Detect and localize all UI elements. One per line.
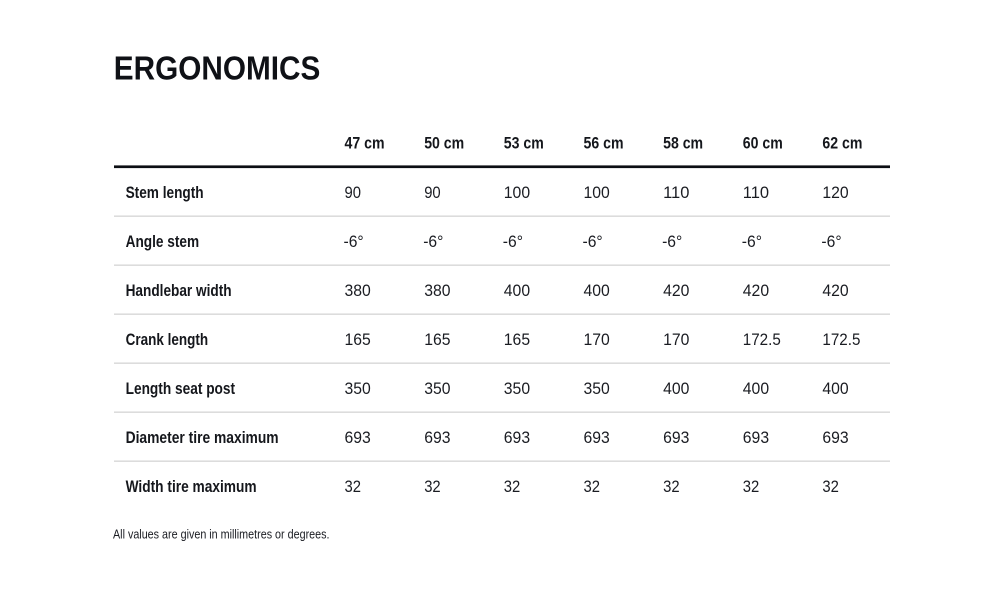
svg-text:170: 170 [584,330,610,349]
svg-text:400: 400 [663,379,689,398]
svg-text:Angle stem: Angle stem [126,232,200,251]
svg-text:350: 350 [584,379,610,398]
svg-text:420: 420 [743,281,769,300]
svg-text:47 cm: 47 cm [345,133,385,152]
svg-text:32: 32 [663,477,680,496]
svg-text:32: 32 [743,477,760,496]
svg-text:693: 693 [584,428,610,447]
svg-text:380: 380 [345,281,371,300]
svg-text:-6°: -6° [583,232,603,251]
svg-text:170: 170 [663,330,689,349]
svg-text:120: 120 [822,183,848,202]
svg-text:53 cm: 53 cm [504,133,544,152]
svg-text:172.5: 172.5 [822,330,860,349]
svg-text:400: 400 [743,379,769,398]
svg-text:Stem length: Stem length [126,183,204,202]
svg-text:56 cm: 56 cm [584,133,624,152]
svg-text:693: 693 [504,428,530,447]
svg-text:110: 110 [743,183,769,202]
svg-text:165: 165 [345,330,371,349]
svg-text:32: 32 [345,477,362,496]
svg-text:-6°: -6° [821,232,841,251]
svg-text:420: 420 [663,281,689,300]
svg-text:100: 100 [584,183,610,202]
svg-text:32: 32 [584,477,601,496]
svg-text:32: 32 [424,477,441,496]
svg-text:90: 90 [424,183,441,202]
svg-text:693: 693 [743,428,769,447]
svg-text:-6°: -6° [423,232,443,251]
svg-text:350: 350 [504,379,530,398]
svg-text:58 cm: 58 cm [663,133,703,152]
svg-text:165: 165 [504,330,530,349]
svg-text:693: 693 [424,428,450,447]
svg-text:350: 350 [345,379,371,398]
svg-text:350: 350 [424,379,450,398]
svg-text:32: 32 [822,477,839,496]
svg-text:Length seat post: Length seat post [126,379,236,398]
svg-text:ERGONOMICS: ERGONOMICS [114,49,320,86]
svg-text:172.5: 172.5 [743,330,781,349]
svg-text:400: 400 [822,379,848,398]
svg-text:Crank length: Crank length [126,330,209,349]
svg-text:400: 400 [584,281,610,300]
svg-text:693: 693 [345,428,371,447]
svg-text:Handlebar width: Handlebar width [126,281,232,300]
svg-text:-6°: -6° [742,232,762,251]
svg-text:165: 165 [424,330,450,349]
svg-text:62 cm: 62 cm [822,133,862,152]
svg-text:693: 693 [663,428,689,447]
svg-text:Width tire maximum: Width tire maximum [126,477,257,496]
svg-text:110: 110 [663,183,689,202]
svg-text:90: 90 [345,183,362,202]
svg-text:All values are given in millim: All values are given in millimetres or d… [113,526,330,541]
svg-text:420: 420 [822,281,848,300]
svg-text:60 cm: 60 cm [743,133,783,152]
svg-text:Diameter tire maximum: Diameter tire maximum [126,428,279,447]
svg-text:-6°: -6° [344,232,364,251]
svg-text:100: 100 [504,183,530,202]
svg-text:380: 380 [424,281,450,300]
svg-text:50 cm: 50 cm [424,133,464,152]
svg-text:400: 400 [504,281,530,300]
svg-text:-6°: -6° [662,232,682,251]
svg-text:32: 32 [504,477,521,496]
svg-text:-6°: -6° [503,232,523,251]
svg-text:693: 693 [822,428,848,447]
